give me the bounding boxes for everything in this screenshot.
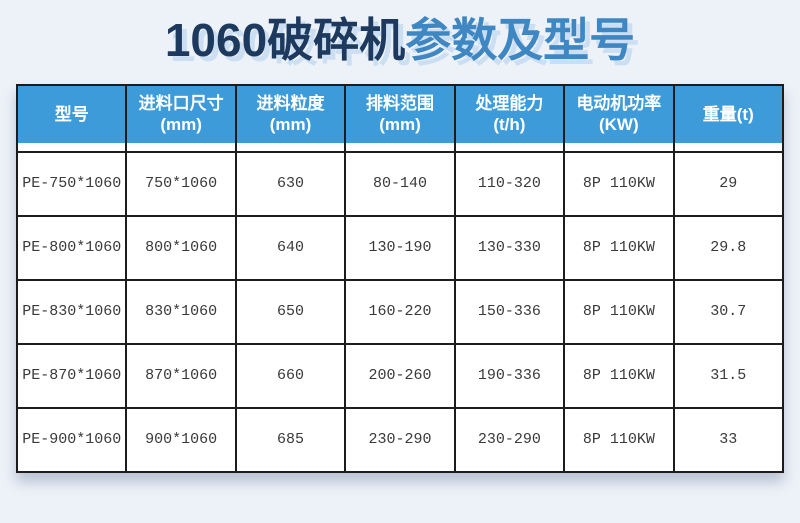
- column-header-label: 型号: [54, 104, 89, 124]
- table-cell: 685: [234, 406, 347, 473]
- page-title: 1060破碎机参数及型号: [0, 0, 800, 67]
- spec-table-body: PE-750*1060 750*1060 630 80-140 110-320 8P 11…: [15, 150, 785, 473]
- column-header: 进料口尺寸 (mm): [125, 83, 237, 153]
- table-cell: 230-290: [344, 406, 456, 473]
- table-cell: 130-330: [453, 214, 566, 281]
- column-header-label: 进料口尺寸: [138, 94, 224, 114]
- column-header: 处理能力 (t/h): [453, 83, 566, 153]
- page-title-model-part: 1060破碎机: [164, 14, 406, 66]
- column-header-unit: (mm): [379, 115, 421, 135]
- model-cell: PE-900*1060: [15, 406, 128, 473]
- table-cell: 630: [234, 150, 347, 217]
- table-cell: 150-336: [453, 278, 566, 345]
- column-header: 电动机功率 (KW): [563, 83, 675, 153]
- table-cell: 870*1060: [125, 342, 237, 409]
- table-row: PE-750*1060 750*1060 630 80-140 110-320 8P 11…: [15, 150, 785, 217]
- table-cell: 200-260: [344, 342, 456, 409]
- column-header-unit: (KW): [598, 115, 639, 135]
- spec-table-header-row: 型号 进料口尺寸 (mm) 进料粒度 (mm) 排料范围 (mm) 处理能力 (t/h) 电动机功…: [15, 83, 785, 153]
- column-header-unit: (mm): [269, 115, 312, 135]
- table-cell: 80-140: [344, 150, 456, 217]
- column-header: 重量(t): [672, 83, 785, 153]
- table-cell: 230-290: [453, 406, 566, 473]
- spec-table-header: 型号 进料口尺寸 (mm) 进料粒度 (mm) 排料范围 (mm) 处理能力 (t/h) 电动机功…: [15, 83, 785, 153]
- column-header: 排料范围 (mm): [344, 83, 456, 153]
- table-cell: 29.8: [672, 214, 785, 281]
- table-cell: 800*1060: [125, 214, 237, 281]
- table-cell: 8P 110KW: [563, 342, 675, 409]
- table-cell: 660: [234, 342, 347, 409]
- column-header-label: 重量(t): [702, 104, 754, 124]
- table-cell: 190-336: [453, 342, 566, 409]
- page-title-suffix-part: 参数及型号: [405, 14, 636, 66]
- model-cell: PE-800*1060: [15, 214, 128, 281]
- table-cell: 110-320: [453, 150, 566, 217]
- table-cell: 31.5: [672, 342, 785, 409]
- column-header-unit: (t/h): [493, 115, 526, 135]
- model-cell: PE-830*1060: [15, 278, 128, 345]
- column-header-label: 进料粒度: [256, 94, 325, 114]
- model-cell: PE-870*1060: [15, 342, 128, 409]
- table-row: PE-800*1060 800*1060 640 130-190 130-330 8P 1…: [15, 214, 785, 281]
- table-cell: 8P 110KW: [563, 214, 675, 281]
- table-cell: 8P 110KW: [563, 278, 675, 345]
- column-header-label: 排料范围: [365, 94, 434, 114]
- table-row: PE-900*1060 900*1060 685 230-290 230-290 8P 1…: [15, 406, 785, 473]
- model-cell: PE-750*1060: [15, 150, 128, 217]
- table-cell: 640: [234, 214, 347, 281]
- table-cell: 30.7: [672, 278, 785, 345]
- table-cell: 8P 110KW: [563, 406, 675, 473]
- table-row: PE-870*1060 870*1060 660 200-260 190-336 8P 1…: [15, 342, 785, 409]
- crusher-spec-table: 型号 进料口尺寸 (mm) 进料粒度 (mm) 排料范围 (mm) 处理能力 (t/h) 电动机功…: [15, 83, 785, 473]
- table-row: PE-830*1060 830*1060 650 160-220 150-336 8P 1…: [15, 278, 785, 345]
- table-cell: 750*1060: [125, 150, 237, 217]
- table-cell: 8P 110KW: [563, 150, 675, 217]
- table-cell: 900*1060: [125, 406, 237, 473]
- column-header-unit: (mm): [160, 115, 202, 135]
- table-cell: 130-190: [344, 214, 456, 281]
- table-cell: 160-220: [344, 278, 456, 345]
- column-header: 型号: [15, 83, 128, 153]
- column-header-label: 处理能力: [475, 94, 544, 114]
- column-header: 进料粒度 (mm): [234, 83, 347, 153]
- table-cell: 830*1060: [125, 278, 237, 345]
- table-cell: 33: [672, 406, 785, 473]
- table-cell: 29: [672, 150, 785, 217]
- table-cell: 650: [234, 278, 347, 345]
- column-header-label: 电动机功率: [576, 94, 662, 114]
